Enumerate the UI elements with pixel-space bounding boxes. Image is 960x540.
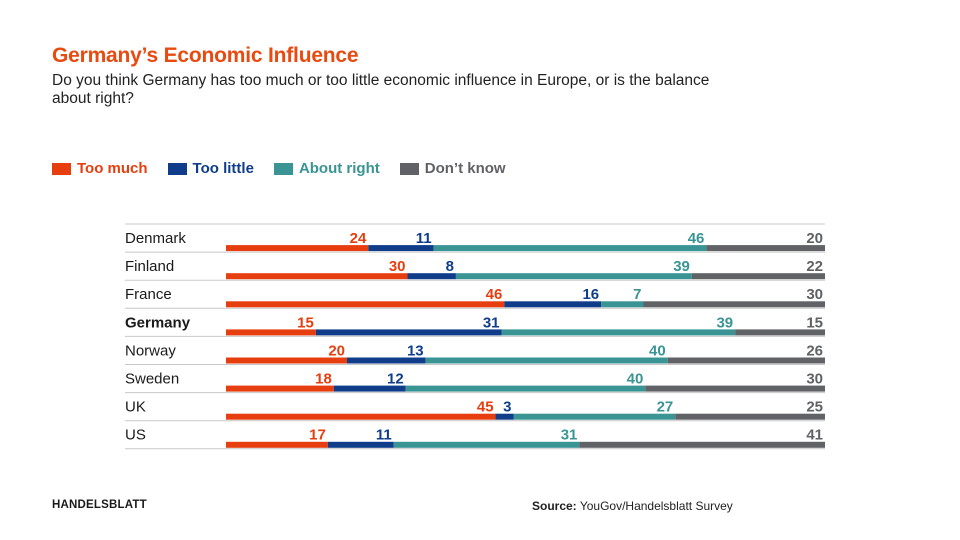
chart-title: Germany’s Economic Influence	[52, 44, 359, 67]
data-label-too-little-norway: 13	[407, 342, 424, 359]
category-label-uk: UK	[125, 399, 146, 416]
data-label-about-right-uk: 27	[657, 399, 674, 416]
legend: Too much Too little About right Don’t kn…	[52, 160, 506, 177]
data-label-about-right-germany: 39	[716, 314, 733, 331]
bar-don-t-know-finland	[691, 273, 825, 280]
data-label-about-right-denmark: 46	[688, 230, 705, 247]
data-label-about-right-finland: 39	[673, 258, 690, 275]
bar-about-right-uk	[513, 413, 676, 420]
legend-swatch-too-little	[167, 162, 187, 175]
legend-label-dont-know: Don’t know	[424, 160, 506, 177]
data-label-too-much-germany: 15	[297, 314, 314, 331]
bar-too-little-finland	[407, 273, 456, 280]
bar-too-little-us	[327, 441, 394, 448]
bar-too-much-germany	[226, 329, 316, 336]
category-label-us: US	[125, 427, 146, 444]
data-label-don-t-know-sweden: 30	[806, 371, 823, 388]
bar-about-right-france	[601, 301, 644, 308]
bar-don-t-know-germany	[735, 329, 825, 336]
bar-too-little-denmark	[368, 245, 434, 252]
category-label-denmark: Denmark	[125, 230, 186, 247]
data-label-about-right-us: 31	[561, 427, 578, 444]
bar-about-right-germany	[501, 329, 736, 336]
legend-item-too-little: Too little	[167, 160, 254, 177]
legend-swatch-about-right	[273, 162, 293, 175]
chart-subtitle: Do you think Germany has too much or too…	[52, 72, 710, 107]
data-label-don-t-know-uk: 25	[806, 399, 823, 416]
category-label-finland: Finland	[125, 258, 174, 275]
data-label-too-little-sweden: 12	[387, 371, 404, 388]
source-label: Source:	[532, 499, 577, 513]
legend-label-too-much: Too much	[77, 160, 148, 177]
category-label-norway: Norway	[125, 342, 176, 359]
legend-label-about-right: About right	[298, 160, 380, 177]
bar-too-little-norway	[347, 357, 426, 364]
data-label-don-t-know-norway: 26	[806, 342, 823, 359]
bar-about-right-us	[393, 441, 580, 448]
bar-too-little-france	[504, 301, 602, 308]
bar-too-little-uk	[495, 413, 514, 420]
bar-don-t-know-uk	[675, 413, 825, 420]
bar-too-much-sweden	[226, 385, 334, 392]
legend-label-too-little: Too little	[192, 160, 254, 177]
bar-too-much-uk	[226, 413, 496, 420]
data-label-too-much-norway: 20	[328, 342, 345, 359]
data-label-about-right-norway: 40	[649, 342, 666, 359]
data-label-too-much-us: 17	[309, 427, 326, 444]
category-label-france: France	[125, 286, 172, 303]
bar-don-t-know-norway	[667, 357, 825, 364]
bar-don-t-know-sweden	[645, 385, 825, 392]
data-label-too-much-france: 46	[486, 286, 503, 303]
data-label-too-little-us: 11	[376, 427, 392, 444]
data-label-about-right-france: 7	[633, 286, 641, 303]
data-label-don-t-know-finland: 22	[806, 258, 823, 275]
data-label-too-much-denmark: 24	[350, 230, 367, 247]
source-note: Source: YouGov/Handelsblatt Survey	[532, 499, 733, 513]
data-label-too-little-denmark: 11	[416, 230, 432, 247]
legend-swatch-too-much	[52, 162, 71, 175]
source-text: YouGov/Handelsblatt Survey	[579, 499, 733, 513]
data-label-too-much-finland: 30	[389, 258, 406, 275]
bar-too-little-sweden	[333, 385, 406, 392]
data-label-too-little-finland: 8	[446, 258, 454, 275]
bar-don-t-know-denmark	[706, 245, 825, 252]
data-label-too-little-france: 16	[582, 286, 599, 303]
data-label-too-little-germany: 31	[483, 314, 500, 331]
data-label-too-much-sweden: 18	[315, 371, 332, 388]
data-label-don-t-know-germany: 15	[806, 314, 823, 331]
legend-item-dont-know: Don’t know	[399, 160, 506, 177]
legend-item-too-much: Too much	[52, 160, 148, 177]
bar-about-right-norway	[425, 357, 668, 364]
bar-too-much-norway	[226, 357, 348, 364]
bar-too-much-denmark	[226, 245, 369, 252]
legend-item-about-right: About right	[273, 160, 380, 177]
brand-logo: HANDELSBLATT	[52, 499, 147, 511]
category-label-sweden: Sweden	[125, 371, 179, 388]
data-label-don-t-know-us: 41	[806, 427, 823, 444]
bar-don-t-know-us	[579, 441, 825, 448]
bar-too-much-us	[226, 441, 328, 448]
category-label-germany: Germany	[125, 314, 191, 331]
bar-too-much-france	[226, 301, 505, 308]
bar-about-right-denmark	[433, 245, 707, 252]
data-label-don-t-know-france: 30	[806, 286, 823, 303]
data-label-don-t-know-denmark: 20	[806, 230, 823, 247]
data-label-too-much-uk: 45	[477, 399, 494, 416]
bar-too-much-finland	[226, 273, 408, 280]
data-label-too-little-uk: 3	[503, 399, 511, 416]
bar-about-right-finland	[455, 273, 692, 280]
bar-too-little-germany	[315, 329, 502, 336]
bar-about-right-sweden	[405, 385, 646, 392]
legend-swatch-dont-know	[399, 162, 419, 175]
data-label-about-right-sweden: 40	[627, 371, 644, 388]
bar-don-t-know-france	[643, 301, 825, 308]
